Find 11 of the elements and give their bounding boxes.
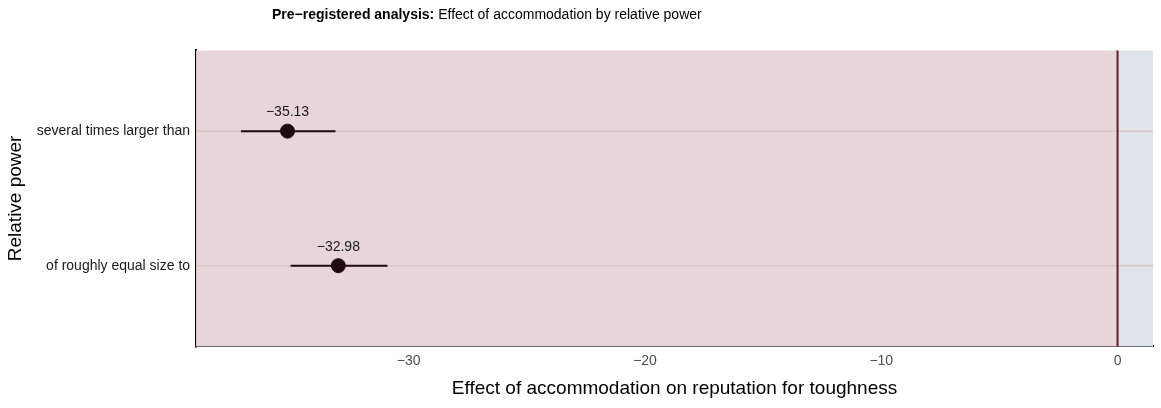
data-label: −32.98 [316,237,361,254]
x-tick-label: −30 [396,351,421,368]
y-tick-label: of roughly equal size to [46,256,191,273]
y-axis-title: Relative power [3,134,25,262]
x-tick-label: 0 [1113,351,1122,368]
x-axis-title: Effect of accommodation on reputation for toughness [451,376,898,398]
data-label: −35.13 [265,102,310,119]
y-tick-label: several times larger than [36,121,191,138]
x-tick-label: −10 [869,351,894,368]
chart-title: Pre−registered analysis: Effect of accommodation by relative power [272,6,702,22]
x-tick-label: −20 [633,351,658,368]
